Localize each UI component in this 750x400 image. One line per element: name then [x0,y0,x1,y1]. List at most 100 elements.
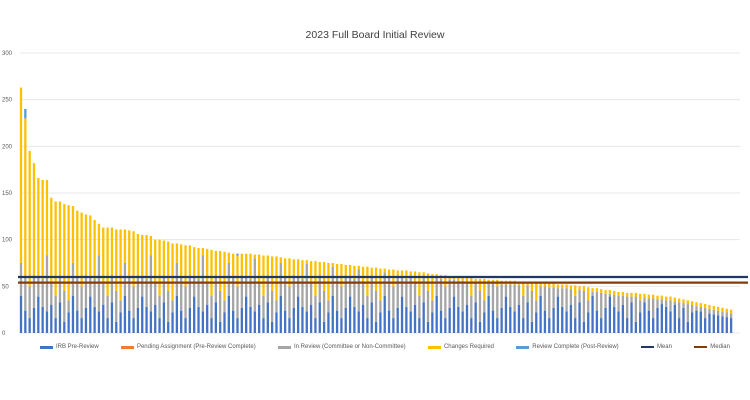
bar-segment-irb-pre-review [262,318,265,333]
bar-segment-irb-pre-review [180,310,183,333]
bar-segment-changes-required [227,252,230,263]
bar-segment-changes-required [262,255,265,296]
legend-label: In Review (Committee or Non-Committee) [293,344,406,350]
bar-segment-irb-pre-review [41,306,44,333]
bar-segment-changes-required [729,309,733,314]
bar-segment-changes-required [232,253,235,277]
bar-segment-irb-pre-review [729,318,733,333]
bar-segment-in-review-committee-or-non-committee [335,277,339,311]
bar-segment-changes-required [591,288,594,292]
bar-segment-irb-pre-review [275,312,278,333]
bar-segment-review-complete-post-review [236,253,239,256]
bar-segment-changes-required [197,248,200,279]
bar-segment-irb-pre-review [522,318,525,333]
bar-segment-changes-required [128,230,131,277]
y-tick-label: 50 [2,284,9,290]
bar-segment-in-review-committee-or-non-committee [617,295,620,312]
bar-segment-changes-required [669,296,672,301]
bar-segment-irb-pre-review [353,306,356,333]
bar-segment-changes-required [141,235,144,277]
bar-segment-in-review-committee-or-non-committee [474,282,477,303]
bar-segment-changes-required [270,256,274,291]
bar-segment-irb-pre-review [721,316,724,333]
bar-segment-in-review-committee-or-non-committee [162,275,166,303]
bar-segment-in-review-committee-or-non-committee [132,286,135,319]
bar-segment-irb-pre-review [699,311,702,333]
bar-segment-irb-pre-review [630,302,633,333]
bar-segment-in-review-committee-or-non-committee [296,277,300,297]
bar-segment-changes-required [387,269,391,277]
bar-segment-irb-pre-review [76,310,79,333]
bar-segment-irb-pre-review [71,295,75,333]
bar-segment-changes-required [236,255,239,287]
bar-segment-irb-pre-review [93,306,96,333]
bar-segment-in-review-committee-or-non-committee [136,275,140,308]
bar-segment-in-review-committee-or-non-committee [587,300,590,313]
bar-segment-in-review-committee-or-non-committee [331,266,334,296]
chart-title: 2023 Full Board Initial Review [305,29,445,41]
legend-item-irb-pre-review: IRB Pre-Review [40,344,99,350]
bar-segment-in-review-committee-or-non-committee [452,279,456,297]
bar-segment-in-review-committee-or-non-committee [678,302,681,319]
bar-segment-in-review-committee-or-non-committee [253,258,256,312]
bar-segment-changes-required [76,210,79,277]
bar-segment-irb-pre-review [725,317,728,333]
bar-segment-changes-required [58,201,62,276]
bar-segment-in-review-committee-or-non-committee [716,310,720,316]
bar-segment-in-review-committee-or-non-committee [154,281,157,305]
bar-segment-irb-pre-review [357,311,360,333]
bar-segment-changes-required [660,295,663,300]
bar-segment-in-review-committee-or-non-committee [71,263,75,296]
bar-segment-changes-required [552,283,555,288]
bar-segment-irb-pre-review [548,318,551,333]
bar-segment-irb-pre-review [115,321,118,333]
y-tick-label: 300 [2,51,13,57]
bar-segment-changes-required [296,259,300,277]
bar-segment-in-review-committee-or-non-committee [686,304,689,322]
bar-segment-irb-pre-review [712,314,715,333]
bar-segment-changes-required [543,282,547,287]
bar-segment-irb-pre-review [184,318,187,333]
bar-segment-in-review-committee-or-non-committee [491,283,495,311]
bar-segment-irb-pre-review [270,321,274,333]
bar-segment-in-review-committee-or-non-committee [639,300,642,313]
bar-segment-in-review-committee-or-non-committee [400,277,404,297]
bar-segment-irb-pre-review [175,295,179,333]
bar-segment-changes-required [158,239,161,296]
bar-segment-in-review-committee-or-non-committee [569,289,573,305]
bar-segment-changes-required [400,270,404,277]
bar-segment-irb-pre-review [154,305,157,333]
bar-segment-in-review-committee-or-non-committee [128,277,131,311]
bar-segment-irb-pre-review [128,310,131,333]
bar-segment-changes-required [210,249,213,296]
bar-segment-irb-pre-review [561,306,564,333]
bar-segment-changes-required [193,247,196,277]
bar-segment-irb-pre-review [669,311,672,333]
bar-segment-irb-pre-review [396,307,399,333]
bar-segment-changes-required [422,272,425,277]
bar-segment-irb-pre-review [513,311,516,333]
bar-segment-changes-required [102,227,105,282]
bar-segment-in-review-committee-or-non-committee [348,277,352,297]
legend-swatch [427,345,441,349]
legend-item-review-complete: Review Complete (Post-Review) [516,344,619,350]
bar-segment-changes-required [418,272,421,296]
bar-segment-changes-required [97,223,101,256]
bar-segment-in-review-committee-or-non-committee [591,291,594,296]
bar-segment-changes-required [206,249,209,282]
bar-segment-in-review-committee-or-non-committee [361,281,365,305]
bar-segment-in-review-committee-or-non-committee [656,299,659,308]
bar-segment-irb-pre-review [296,296,300,333]
bar-segment-irb-pre-review [335,310,339,333]
bar-segment-changes-required [253,254,256,259]
bar-segment-irb-pre-review [292,307,295,333]
bar-segment-changes-required [548,283,551,288]
bar-segment-changes-required [379,268,382,301]
bar-segment-in-review-committee-or-non-committee [660,299,663,305]
bar-segment-changes-required [396,270,399,276]
bar-segment-in-review-committee-or-non-committee [556,288,560,297]
bar-segment-changes-required [582,286,586,291]
bar-segment-irb-pre-review [314,318,317,333]
bar-segment-in-review-committee-or-non-committee [695,305,698,311]
bar-segment-irb-pre-review [634,321,638,333]
